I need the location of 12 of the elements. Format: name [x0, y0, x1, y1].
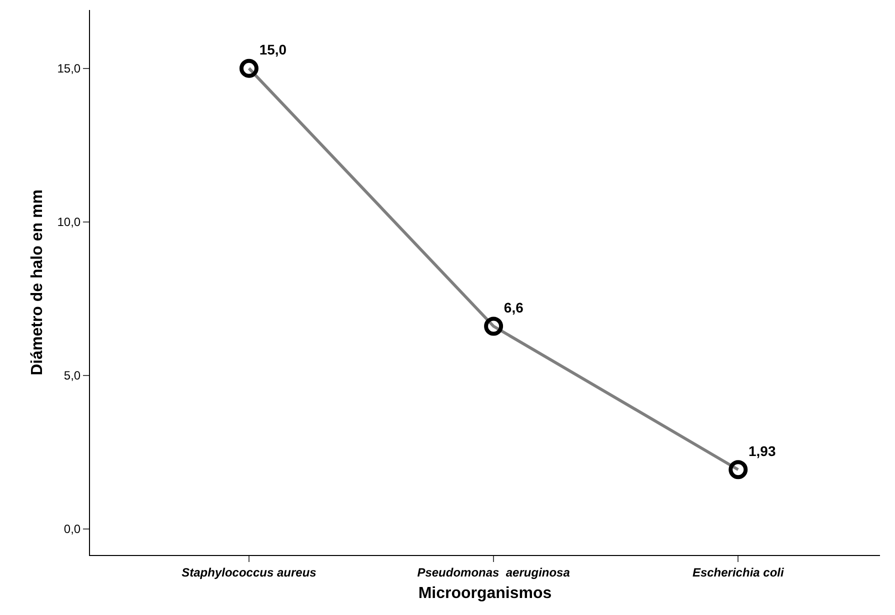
x-tick-label: Escherichia coli: [692, 565, 784, 580]
x-tick-label: Staphylococcus aureus: [182, 565, 317, 580]
data-label: 1,93: [748, 442, 776, 459]
y-tick-label: 10,0: [57, 215, 81, 230]
y-tick-label: 15,0: [57, 62, 81, 76]
x-axis-title: Microorganismos: [418, 585, 552, 602]
y-tick-label: 5,0: [64, 368, 81, 383]
data-label: 6,6: [504, 299, 524, 316]
data-label: 15,0: [259, 41, 287, 58]
x-tick-label: Pseudomonas aeruginosa: [417, 565, 570, 580]
y-tick-label: 0,0: [64, 522, 81, 536]
y-axis-title: Diámetro de halo en mm: [29, 190, 46, 376]
